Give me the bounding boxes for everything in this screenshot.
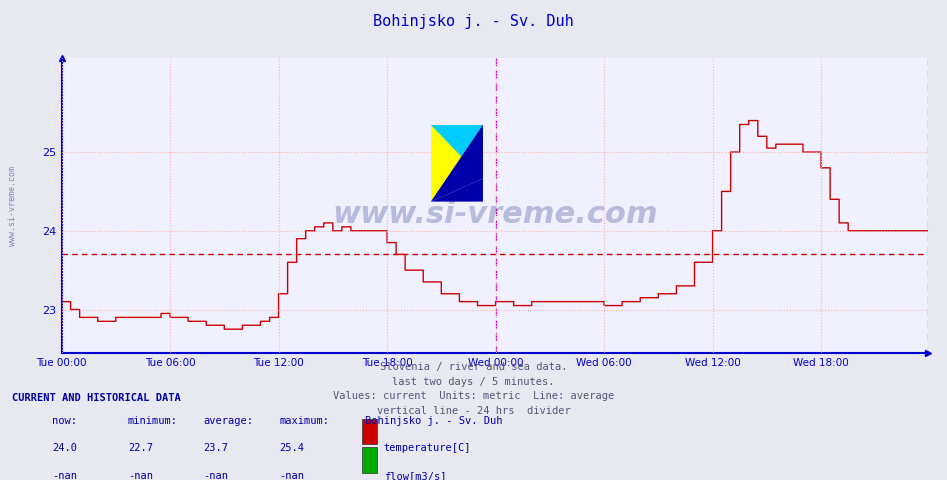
Text: www.si-vreme.com: www.si-vreme.com [332,200,657,228]
Text: 23.7: 23.7 [204,443,228,453]
Text: Bohinjsko j. - Sv. Duh: Bohinjsko j. - Sv. Duh [373,14,574,29]
Polygon shape [431,125,483,179]
Polygon shape [431,125,483,202]
Text: temperature[C]: temperature[C] [384,443,471,453]
Text: flow[m3/s]: flow[m3/s] [384,470,446,480]
Text: CURRENT AND HISTORICAL DATA: CURRENT AND HISTORICAL DATA [12,393,181,403]
Bar [362,447,377,472]
Text: last two days / 5 minutes.: last two days / 5 minutes. [392,377,555,387]
Text: Values: current  Units: metric  Line: average: Values: current Units: metric Line: aver… [333,391,614,401]
Text: average:: average: [204,416,254,426]
Polygon shape [431,179,483,202]
Text: 22.7: 22.7 [128,443,152,453]
Text: vertical line - 24 hrs  divider: vertical line - 24 hrs divider [377,406,570,416]
Polygon shape [431,125,483,202]
Text: minimum:: minimum: [128,416,178,426]
Text: maximum:: maximum: [279,416,330,426]
Text: Slovenia / river and sea data.: Slovenia / river and sea data. [380,362,567,372]
Text: -nan: -nan [279,470,304,480]
Text: -nan: -nan [204,470,228,480]
Text: now:: now: [52,416,77,426]
Text: 24.0: 24.0 [52,443,77,453]
Text: -nan: -nan [128,470,152,480]
Text: 25.4: 25.4 [279,443,304,453]
Text: -nan: -nan [52,470,77,480]
Text: Bohinjsko j. - Sv. Duh: Bohinjsko j. - Sv. Duh [365,416,502,426]
Bar [362,419,377,444]
Text: www.si-vreme.com: www.si-vreme.com [8,167,17,246]
